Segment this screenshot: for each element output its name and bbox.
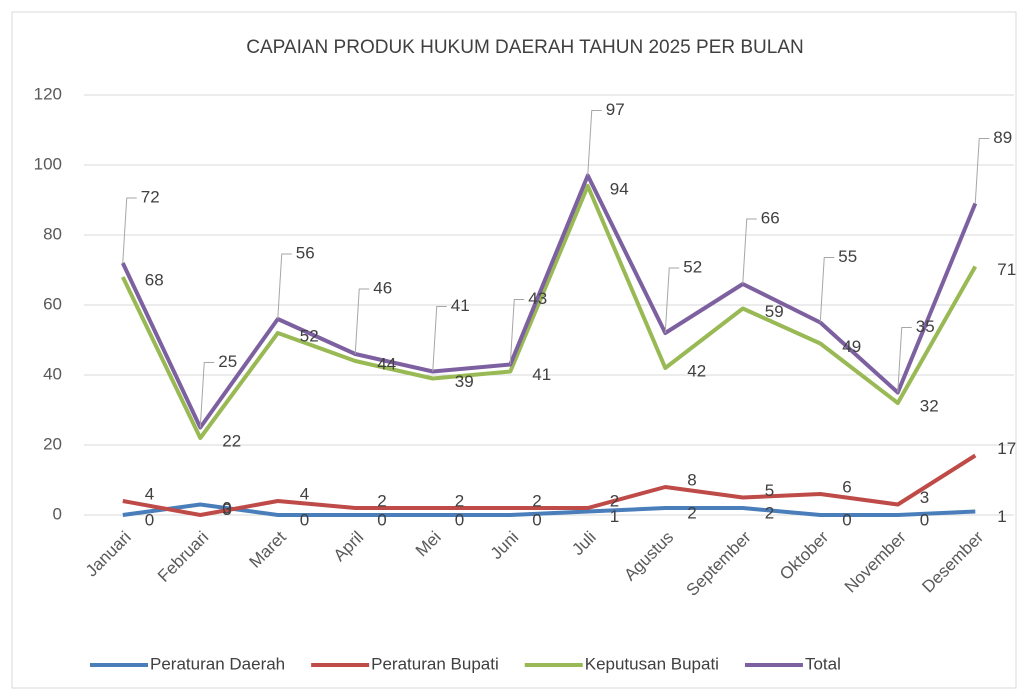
data-label: 39 [455, 372, 474, 391]
data-label: 1 [610, 507, 619, 526]
leader-line [432, 306, 447, 372]
y-tick-label: 120 [34, 84, 62, 103]
data-label: 55 [838, 247, 857, 266]
y-tick-label: 40 [43, 364, 62, 383]
data-label: 2 [532, 491, 541, 510]
data-label: 0 [377, 510, 386, 529]
data-label: 4 [145, 484, 154, 503]
data-label: 5 [765, 481, 774, 500]
data-label: 4 [300, 484, 309, 503]
data-label: 8 [687, 470, 696, 489]
data-label: 49 [842, 337, 861, 356]
leader-line [974, 138, 990, 204]
data-label: 42 [687, 361, 706, 380]
data-label: 71 [997, 260, 1016, 279]
data-label: 68 [145, 270, 164, 289]
data-label: 0 [222, 498, 231, 517]
chart-title: CAPAIAN PRODUK HUKUM DAERAH TAHUN 2025 P… [246, 37, 803, 58]
data-label: 2 [455, 491, 464, 510]
series-line [120, 173, 978, 430]
data-label: 41 [532, 365, 551, 384]
data-label: 44 [377, 354, 396, 373]
data-label: 46 [373, 278, 392, 297]
data-label: 25 [218, 352, 237, 371]
data-label: 94 [610, 179, 629, 198]
leader-line [664, 267, 680, 334]
data-label: 2 [687, 503, 696, 522]
y-tick-label: 100 [34, 154, 62, 173]
data-label: 1 [997, 507, 1006, 526]
data-label: 17 [997, 439, 1016, 458]
leader-line [897, 327, 912, 393]
data-label: 41 [451, 296, 470, 315]
y-tick-label: 20 [43, 434, 62, 453]
data-label: 66 [761, 208, 780, 227]
leader-line [742, 218, 757, 285]
data-label: 32 [920, 396, 939, 415]
leader-line [199, 362, 215, 428]
data-label: 0 [920, 510, 929, 529]
legend-label: Peraturan Daerah [150, 654, 285, 673]
data-label: 0 [532, 510, 541, 529]
data-label: 35 [916, 317, 935, 336]
data-label: 2 [377, 491, 386, 510]
data-label: 89 [993, 128, 1012, 147]
data-label: 0 [842, 510, 851, 529]
data-label: 72 [141, 187, 160, 206]
series-line [120, 184, 978, 440]
y-tick-label: 0 [53, 504, 62, 523]
data-label: 0 [300, 510, 309, 529]
leader-line [509, 299, 525, 365]
data-label: 3 [222, 500, 231, 519]
data-label: 56 [296, 243, 315, 262]
leader-line [277, 253, 292, 320]
leader-line [122, 197, 137, 264]
data-label: 0 [145, 510, 154, 529]
series-line [122, 453, 977, 517]
leader-line [587, 110, 602, 176]
data-label: 59 [765, 302, 784, 321]
data-label: 3 [920, 488, 929, 507]
data-label: 0 [455, 510, 464, 529]
data-label: 97 [606, 100, 625, 119]
data-label: 52 [683, 257, 702, 276]
y-tick-label: 60 [43, 294, 62, 313]
leader-line [354, 288, 370, 355]
legend-label: Keputusan Bupati [585, 654, 719, 673]
legend-label: Peraturan Bupati [371, 654, 499, 673]
legend-label: Total [805, 654, 841, 673]
data-label: 2 [610, 491, 619, 510]
data-label: 22 [222, 431, 241, 450]
leader-line [819, 257, 835, 323]
data-label: 2 [765, 503, 774, 522]
data-label: 52 [300, 326, 319, 345]
series-line [122, 502, 976, 517]
data-label: 43 [528, 289, 547, 308]
data-label: 6 [842, 477, 851, 496]
y-tick-label: 80 [43, 224, 62, 243]
